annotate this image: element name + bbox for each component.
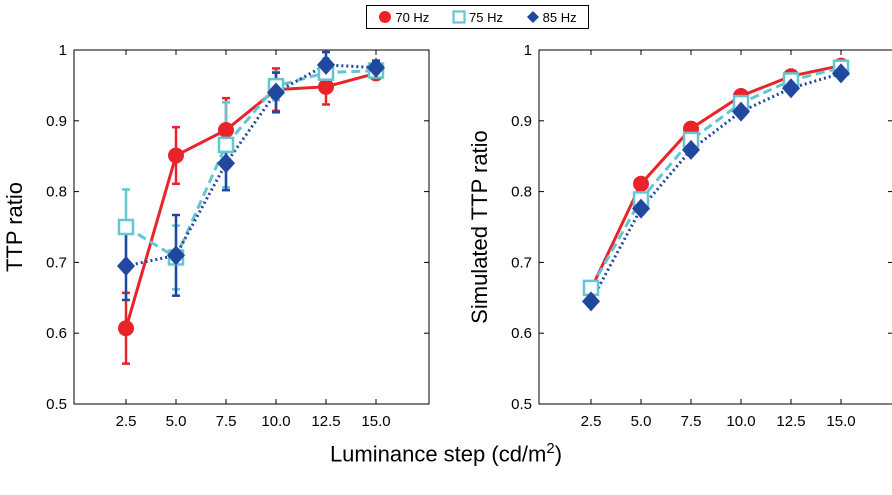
x-tick-label: 2.5: [581, 413, 602, 430]
x-tick-label: 15.0: [826, 413, 855, 430]
data-point-85hz: [217, 153, 235, 174]
data-point-85hz: [317, 54, 335, 75]
square-marker-icon: [452, 10, 466, 24]
x-tick-label: 10.0: [726, 413, 755, 430]
data-point-75hz: [217, 136, 235, 154]
data-point-85hz: [782, 78, 800, 99]
y-tick-label: 0.5: [511, 396, 532, 413]
x-tick-label: 10.0: [261, 413, 290, 430]
legend-entry-85hz: 85 Hz: [526, 10, 577, 25]
plot-area-frame: [538, 49, 892, 405]
data-point-85hz: [267, 82, 285, 103]
data-point-70hz: [118, 320, 134, 337]
data-point-70hz: [633, 175, 649, 192]
x-tick-label: 5.0: [631, 413, 652, 430]
data-point-70hz: [218, 122, 234, 139]
x-axis-label-text: Luminance step (cd/m: [329, 441, 547, 467]
shared-x-axis-label: Luminance step (cd/m2): [0, 440, 892, 467]
data-point-85hz: [582, 291, 600, 312]
data-point-70hz: [168, 147, 184, 164]
x-tick-label: 12.5: [311, 413, 340, 430]
legend-entry-70hz: 70 Hz: [378, 10, 429, 25]
x-tick-label: 12.5: [776, 413, 805, 430]
diamond-marker-icon: [526, 11, 539, 23]
x-tick-label: 2.5: [116, 413, 137, 430]
legend-label-70hz: 70 Hz: [395, 9, 430, 25]
x-axis-label-end: ): [554, 441, 563, 467]
series-line-85hz: [589, 71, 842, 303]
y-tick-label: 0.8: [511, 184, 532, 201]
data-point-85hz: [732, 101, 750, 122]
legend-label-75hz: 75 Hz: [469, 9, 503, 25]
y-axis-label: Simulated TTP ratio: [467, 130, 492, 324]
series-line-70hz: [124, 71, 377, 329]
data-point-85hz: [367, 57, 385, 78]
x-tick-label: 15.0: [361, 413, 390, 430]
series-line-70hz: [589, 64, 842, 290]
data-point-85hz: [832, 63, 850, 84]
chart-panel-1: 0.50.60.70.80.912.5 5.0 7.5 10.0 12.5 15.0TTP…: [2, 42, 430, 430]
series-line-75hz: [589, 66, 842, 289]
y-tick-label: 0.6: [46, 325, 67, 342]
plot-area-frame: [73, 49, 430, 405]
data-point-85hz: [167, 245, 185, 266]
data-point-85hz: [682, 139, 700, 160]
data-point-85hz: [632, 198, 650, 219]
legend-entry-75hz: 75 Hz: [452, 10, 503, 25]
y-tick-label: 0.9: [511, 113, 532, 130]
series-line-75hz: [125, 69, 377, 260]
series-line-85hz: [125, 63, 377, 268]
x-tick-label: 7.5: [681, 413, 702, 430]
y-tick-label: 1: [524, 42, 532, 59]
y-tick-label: 1: [59, 42, 67, 59]
y-tick-label: 0.9: [46, 113, 67, 130]
y-axis-label: TTP ratio: [2, 182, 27, 272]
data-point-85hz: [117, 255, 135, 276]
y-tick-label: 0.5: [46, 396, 67, 413]
y-tick-label: 0.6: [511, 325, 532, 342]
data-point-70hz: [318, 78, 334, 95]
circle-marker-icon: [379, 11, 392, 23]
chart-panel-2: 0.50.60.70.80.912.5 5.0 7.5 10.0 12.5 15.0Sim…: [467, 42, 892, 430]
x-tick-label: 7.5: [216, 413, 237, 430]
x-axis-label-superscript: 2: [546, 440, 555, 457]
y-tick-label: 0.7: [511, 254, 532, 271]
y-tick-label: 0.7: [46, 254, 67, 271]
legend: 70 Hz 75 Hz 85 Hz: [366, 5, 589, 29]
data-point-75hz: [117, 218, 135, 236]
y-tick-label: 0.8: [46, 184, 67, 201]
legend-label-85hz: 85 Hz: [542, 9, 577, 25]
x-tick-label: 5.0: [166, 413, 187, 430]
